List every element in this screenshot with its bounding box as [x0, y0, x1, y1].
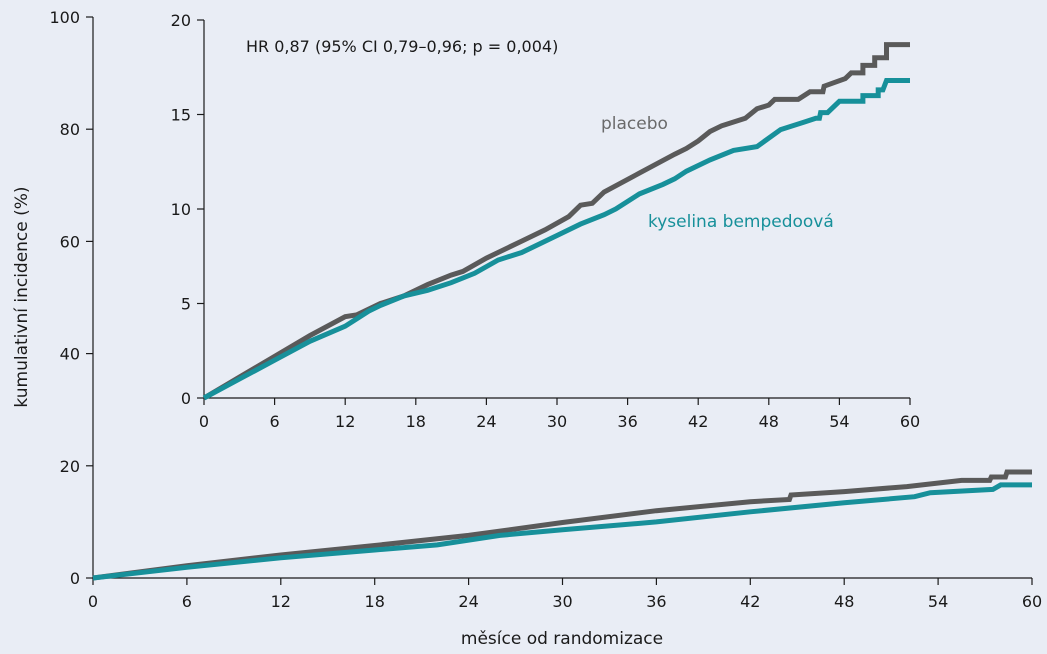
main-x-axis-title: měsíce od randomizace: [461, 629, 663, 649]
main-x-tick-label: 42: [740, 592, 760, 611]
main-x-tick-label: 30: [552, 592, 572, 611]
main-y-tick-label: 80: [60, 120, 80, 139]
main-x-tick-label: 18: [365, 592, 385, 611]
inset-y-tick-label: 5: [181, 295, 191, 314]
main-y-tick-label: 100: [49, 8, 80, 27]
main-y-tick-label: 60: [60, 232, 80, 251]
main-placebo-line: [92, 469, 1032, 581]
inset-x-tick-label: 48: [759, 412, 779, 431]
main-x-tick-label: 6: [182, 592, 192, 611]
inset-x-tick-label: 54: [829, 412, 849, 431]
main-x-tick-label: 12: [271, 592, 291, 611]
main-x-tick-label: 36: [646, 592, 666, 611]
inset-series-group: [202, 42, 910, 401]
inset-y-tick-label: 20: [171, 11, 191, 30]
main-bempedoic-acid-line: [92, 482, 1032, 581]
inset-y-tick-label: 10: [171, 200, 191, 219]
main-y-tick-label: 20: [60, 457, 80, 476]
inset-x-tick-label: 24: [476, 412, 496, 431]
inset-x-tick-label: 18: [406, 412, 426, 431]
main-x-tick-label: 60: [1022, 592, 1042, 611]
main-x-tick-label: 24: [458, 592, 478, 611]
inset-x-ticks: 0 6 12 18 24 30 36 42 48 54 60: [199, 398, 920, 431]
inset-x-tick-label: 6: [270, 412, 280, 431]
main-x-tick-label: 0: [88, 592, 98, 611]
main-x-ticks: 0 6 12 18 24 30 36 42 48 54 60: [88, 578, 1042, 611]
inset-chart: 0 5 10 15 20 0 6 12 18 24 30 36 42 48 54 60 HR 0,87 (9…: [171, 11, 921, 431]
inset-x-tick-label: 30: [547, 412, 567, 431]
inset-x-tick-label: 60: [900, 412, 920, 431]
main-x-tick-label: 48: [834, 592, 854, 611]
bempedoic-acid-legend-label: kyselina bempedoová: [648, 212, 834, 232]
inset-y-tick-label: 0: [181, 389, 191, 408]
inset-y-ticks: 0 5 10 15 20: [171, 11, 204, 408]
inset-x-tick-label: 36: [617, 412, 637, 431]
main-y-axis-title: kumulativní incidence (%): [12, 186, 32, 407]
main-y-ticks: 0 20 40 60 80 100: [49, 8, 93, 588]
main-y-tick-label: 0: [70, 569, 80, 588]
hazard-ratio-annotation: HR 0,87 (95% CI 0,79–0,96; p = 0,004): [246, 37, 558, 56]
inset-y-tick-label: 15: [171, 106, 191, 125]
placebo-legend-label: placebo: [601, 114, 668, 134]
main-series-group: [92, 469, 1032, 581]
inset-bempedoic-acid-line: [202, 78, 910, 401]
main-y-tick-label: 40: [60, 345, 80, 364]
main-x-tick-label: 54: [928, 592, 948, 611]
inset-x-tick-label: 0: [199, 412, 209, 431]
inset-x-tick-label: 12: [335, 412, 355, 431]
inset-x-tick-label: 42: [688, 412, 708, 431]
